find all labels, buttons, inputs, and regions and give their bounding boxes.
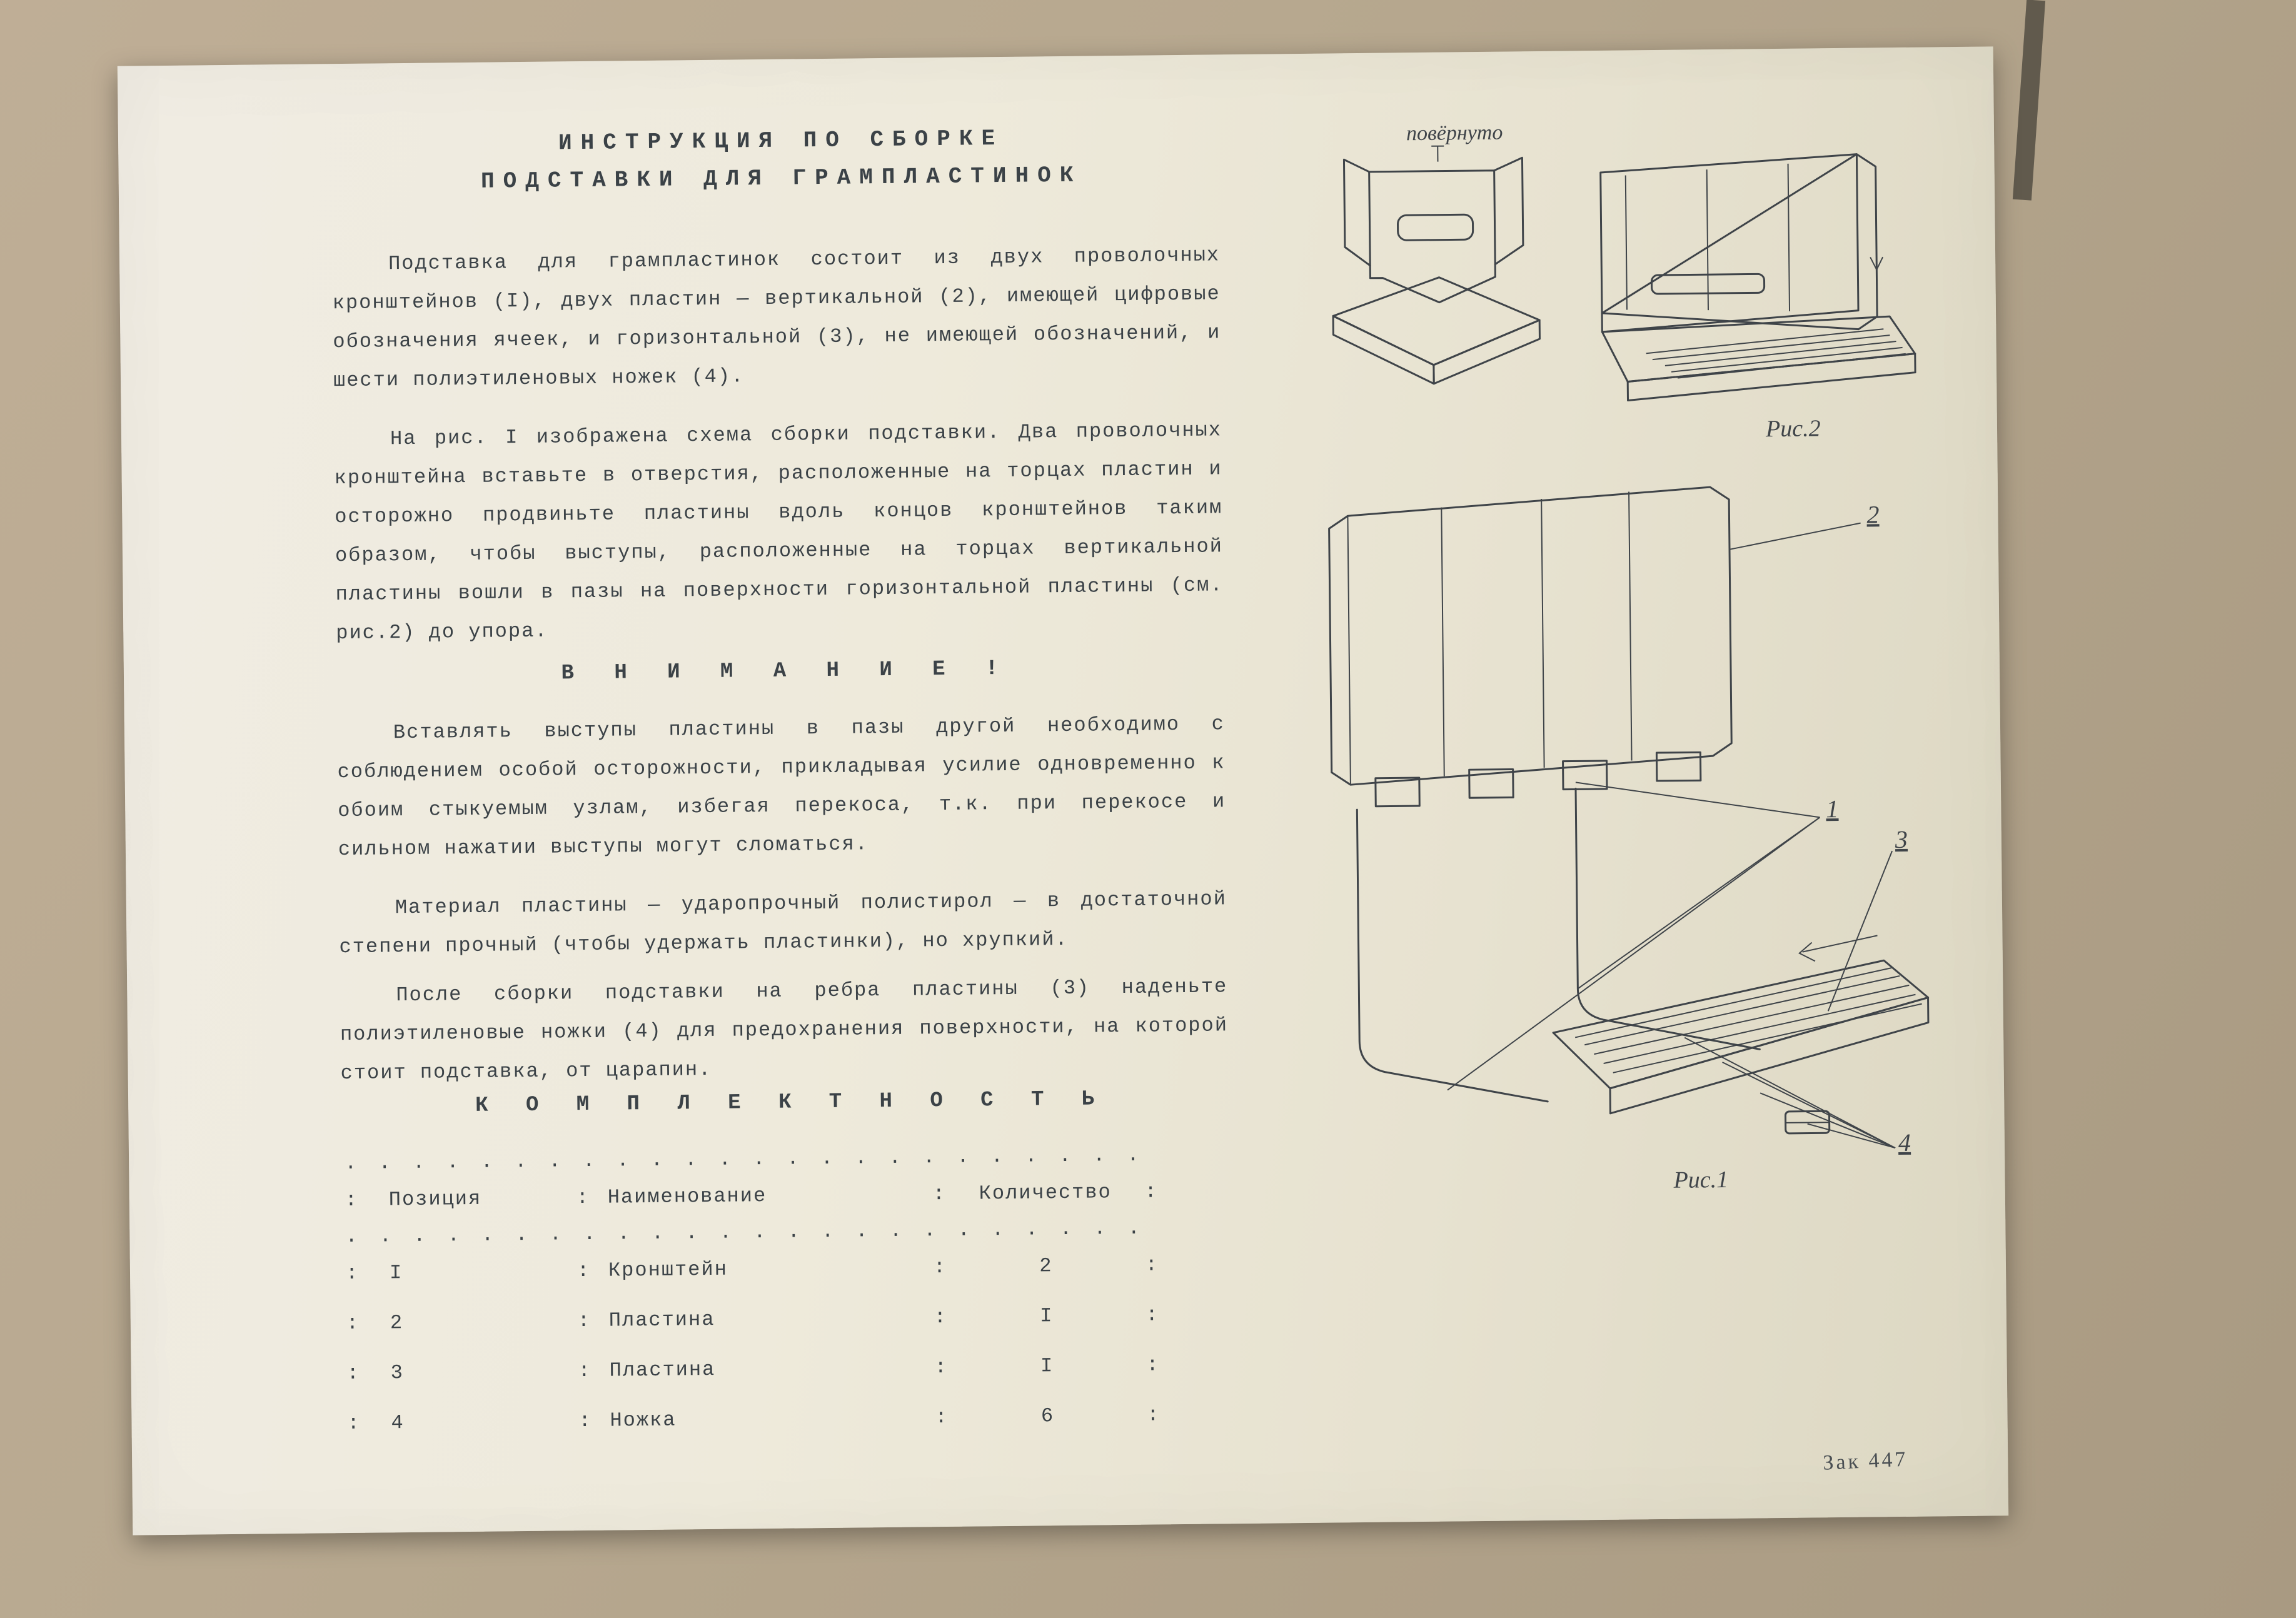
td-qty: I [953, 1353, 1140, 1378]
sep: : [577, 1259, 596, 1282]
assembly-diagram: повёрнуто [1275, 109, 1943, 1242]
sep: : [578, 1309, 597, 1332]
fig1-foot [1785, 1111, 1829, 1133]
sep: : [347, 1411, 366, 1434]
sep: : [1139, 1180, 1158, 1203]
fig2-caption: Рис.2 [1765, 415, 1821, 442]
table-row: : 4 : Ножка : 6 : [347, 1389, 1161, 1448]
th-pos: Позиция [364, 1186, 577, 1212]
td-qty: 2 [952, 1253, 1140, 1278]
table-header-row: : Позиция : Наименование : Количество : [345, 1166, 1158, 1225]
callout-3: 3 [1895, 825, 1908, 853]
td-pos: I [365, 1259, 577, 1285]
title-line-2: ПОДСТАВКИ ДЛЯ ГРАМПЛАСТИНОК [381, 161, 1182, 195]
sep: : [346, 1261, 365, 1284]
sep: : [933, 1182, 952, 1205]
sep: : [346, 1311, 365, 1334]
callout-2: 2 [1866, 500, 1879, 528]
fig2-front-view [1331, 158, 1540, 384]
td-name: Кронштейн [596, 1255, 934, 1282]
table-row: : 2 : Пластина : I : [346, 1289, 1159, 1348]
table-row: : I : Кронштейн : 2 : [346, 1239, 1159, 1298]
fig1-horizontal-plate [1553, 935, 1930, 1114]
rotated-label: повёрнуто [1406, 121, 1503, 146]
td-name: Пластина [597, 1305, 934, 1332]
paragraph-4: Материал пластины — ударопрочный полисти… [339, 880, 1227, 967]
td-name: Пластина [597, 1355, 934, 1382]
completeness-header: К О М П Л Е К Т Н О С Т Ь [391, 1087, 1191, 1118]
td-pos: 3 [365, 1359, 578, 1385]
sep: : [345, 1188, 364, 1211]
callout-4: 4 [1898, 1128, 1911, 1157]
sep: : [934, 1355, 953, 1378]
sep: : [1140, 1253, 1159, 1276]
fig1-vertical-plate [1329, 487, 1732, 807]
fig2-rear-view [1600, 154, 1915, 401]
sep: : [1140, 1353, 1159, 1376]
sep: : [935, 1405, 954, 1428]
title-line-1: ИНСТРУКЦИЯ ПО СБОРКЕ [381, 124, 1181, 158]
fig1-wire-brackets [1357, 786, 1760, 1103]
td-pos: 4 [366, 1409, 578, 1435]
td-qty: I [953, 1303, 1140, 1328]
td-qty: 6 [954, 1403, 1141, 1428]
paragraph-1: Подставка для грампластинок состоит из д… [332, 236, 1222, 400]
paragraph-3: Вставлять выступы пластины в пазы другой… [337, 705, 1227, 869]
parts-table: . . . . . . . . . . . . . . . . . . . . … [345, 1143, 1161, 1448]
sep: : [934, 1305, 953, 1328]
paragraph-2: На рис. I изображена схема сборки подста… [334, 411, 1224, 653]
footer-order-code: Зак 447 [1822, 1448, 1908, 1475]
sep: : [577, 1185, 595, 1208]
sep: : [934, 1255, 952, 1278]
callout-1: 1 [1826, 795, 1838, 823]
attention-header: В Н И М А Н И Е ! [386, 655, 1187, 687]
td-name: Ножка [597, 1405, 935, 1432]
th-qty: Количество [952, 1180, 1139, 1205]
td-pos: 2 [365, 1309, 578, 1335]
sep: : [1140, 1303, 1159, 1326]
sep: : [1141, 1403, 1160, 1426]
th-name: Наименование [595, 1182, 933, 1209]
table-row: : 3 : Пластина : I : [346, 1339, 1160, 1398]
sep: : [578, 1359, 597, 1382]
paragraph-5: После сборки подставки на ребра пластины… [340, 967, 1229, 1093]
sep: : [578, 1409, 597, 1432]
sep: : [346, 1361, 365, 1384]
fig1-caption: Рис.1 [1673, 1167, 1728, 1193]
instruction-sheet: ИНСТРУКЦИЯ ПО СБОРКЕ ПОДСТАВКИ ДЛЯ ГРАМП… [118, 46, 2008, 1535]
